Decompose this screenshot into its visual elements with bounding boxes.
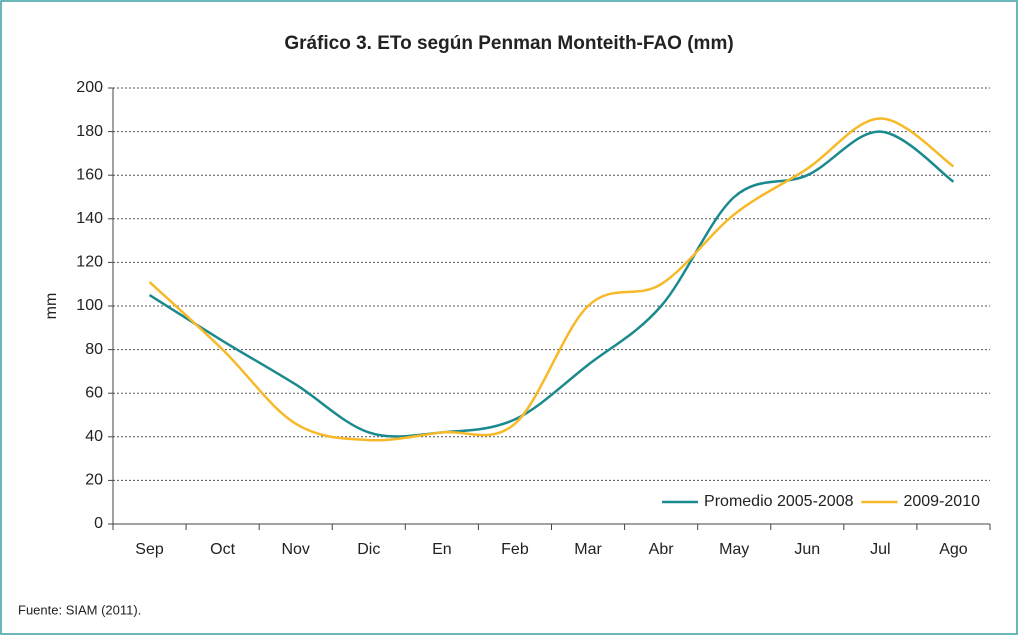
y-tick-label: 0 bbox=[94, 515, 103, 532]
x-tick-label: Sep bbox=[135, 541, 164, 558]
x-tick-label: Nov bbox=[281, 541, 309, 558]
y-tick-label: 60 bbox=[85, 384, 103, 401]
y-tick-label: 120 bbox=[76, 254, 103, 271]
source-note: Fuente: SIAM (2011). bbox=[18, 602, 141, 617]
y-tick-label: 180 bbox=[76, 123, 103, 140]
x-tick-label: Feb bbox=[501, 541, 529, 558]
x-tick-label: Ago bbox=[939, 541, 968, 558]
x-tick-label: Mar bbox=[574, 541, 602, 558]
x-tick-label: Abr bbox=[649, 541, 675, 558]
y-tick-label: 80 bbox=[85, 341, 103, 358]
y-tick-label: 40 bbox=[85, 428, 103, 445]
legend-label: 2009-2010 bbox=[903, 493, 980, 510]
x-tick-label: Oct bbox=[210, 541, 235, 558]
y-tick-label: 200 bbox=[76, 79, 103, 96]
x-tick-label: Dic bbox=[357, 541, 380, 558]
series-line bbox=[148, 117, 955, 442]
y-axis-label: mm bbox=[43, 293, 60, 320]
legend-label: Promedio 2005-2008 bbox=[704, 493, 854, 510]
x-tick-label: En bbox=[432, 541, 452, 558]
series-line bbox=[148, 130, 955, 438]
y-tick-label: 160 bbox=[76, 166, 103, 183]
y-tick-label: 140 bbox=[76, 210, 103, 227]
x-tick-label: Jun bbox=[794, 541, 820, 558]
y-tick-label: 20 bbox=[85, 472, 103, 489]
y-tick-label: 100 bbox=[76, 297, 103, 314]
x-tick-label: Jul bbox=[870, 541, 890, 558]
chart-title: Gráfico 3. ETo según Penman Monteith-FAO… bbox=[284, 33, 733, 54]
x-tick-label: May bbox=[719, 541, 749, 558]
